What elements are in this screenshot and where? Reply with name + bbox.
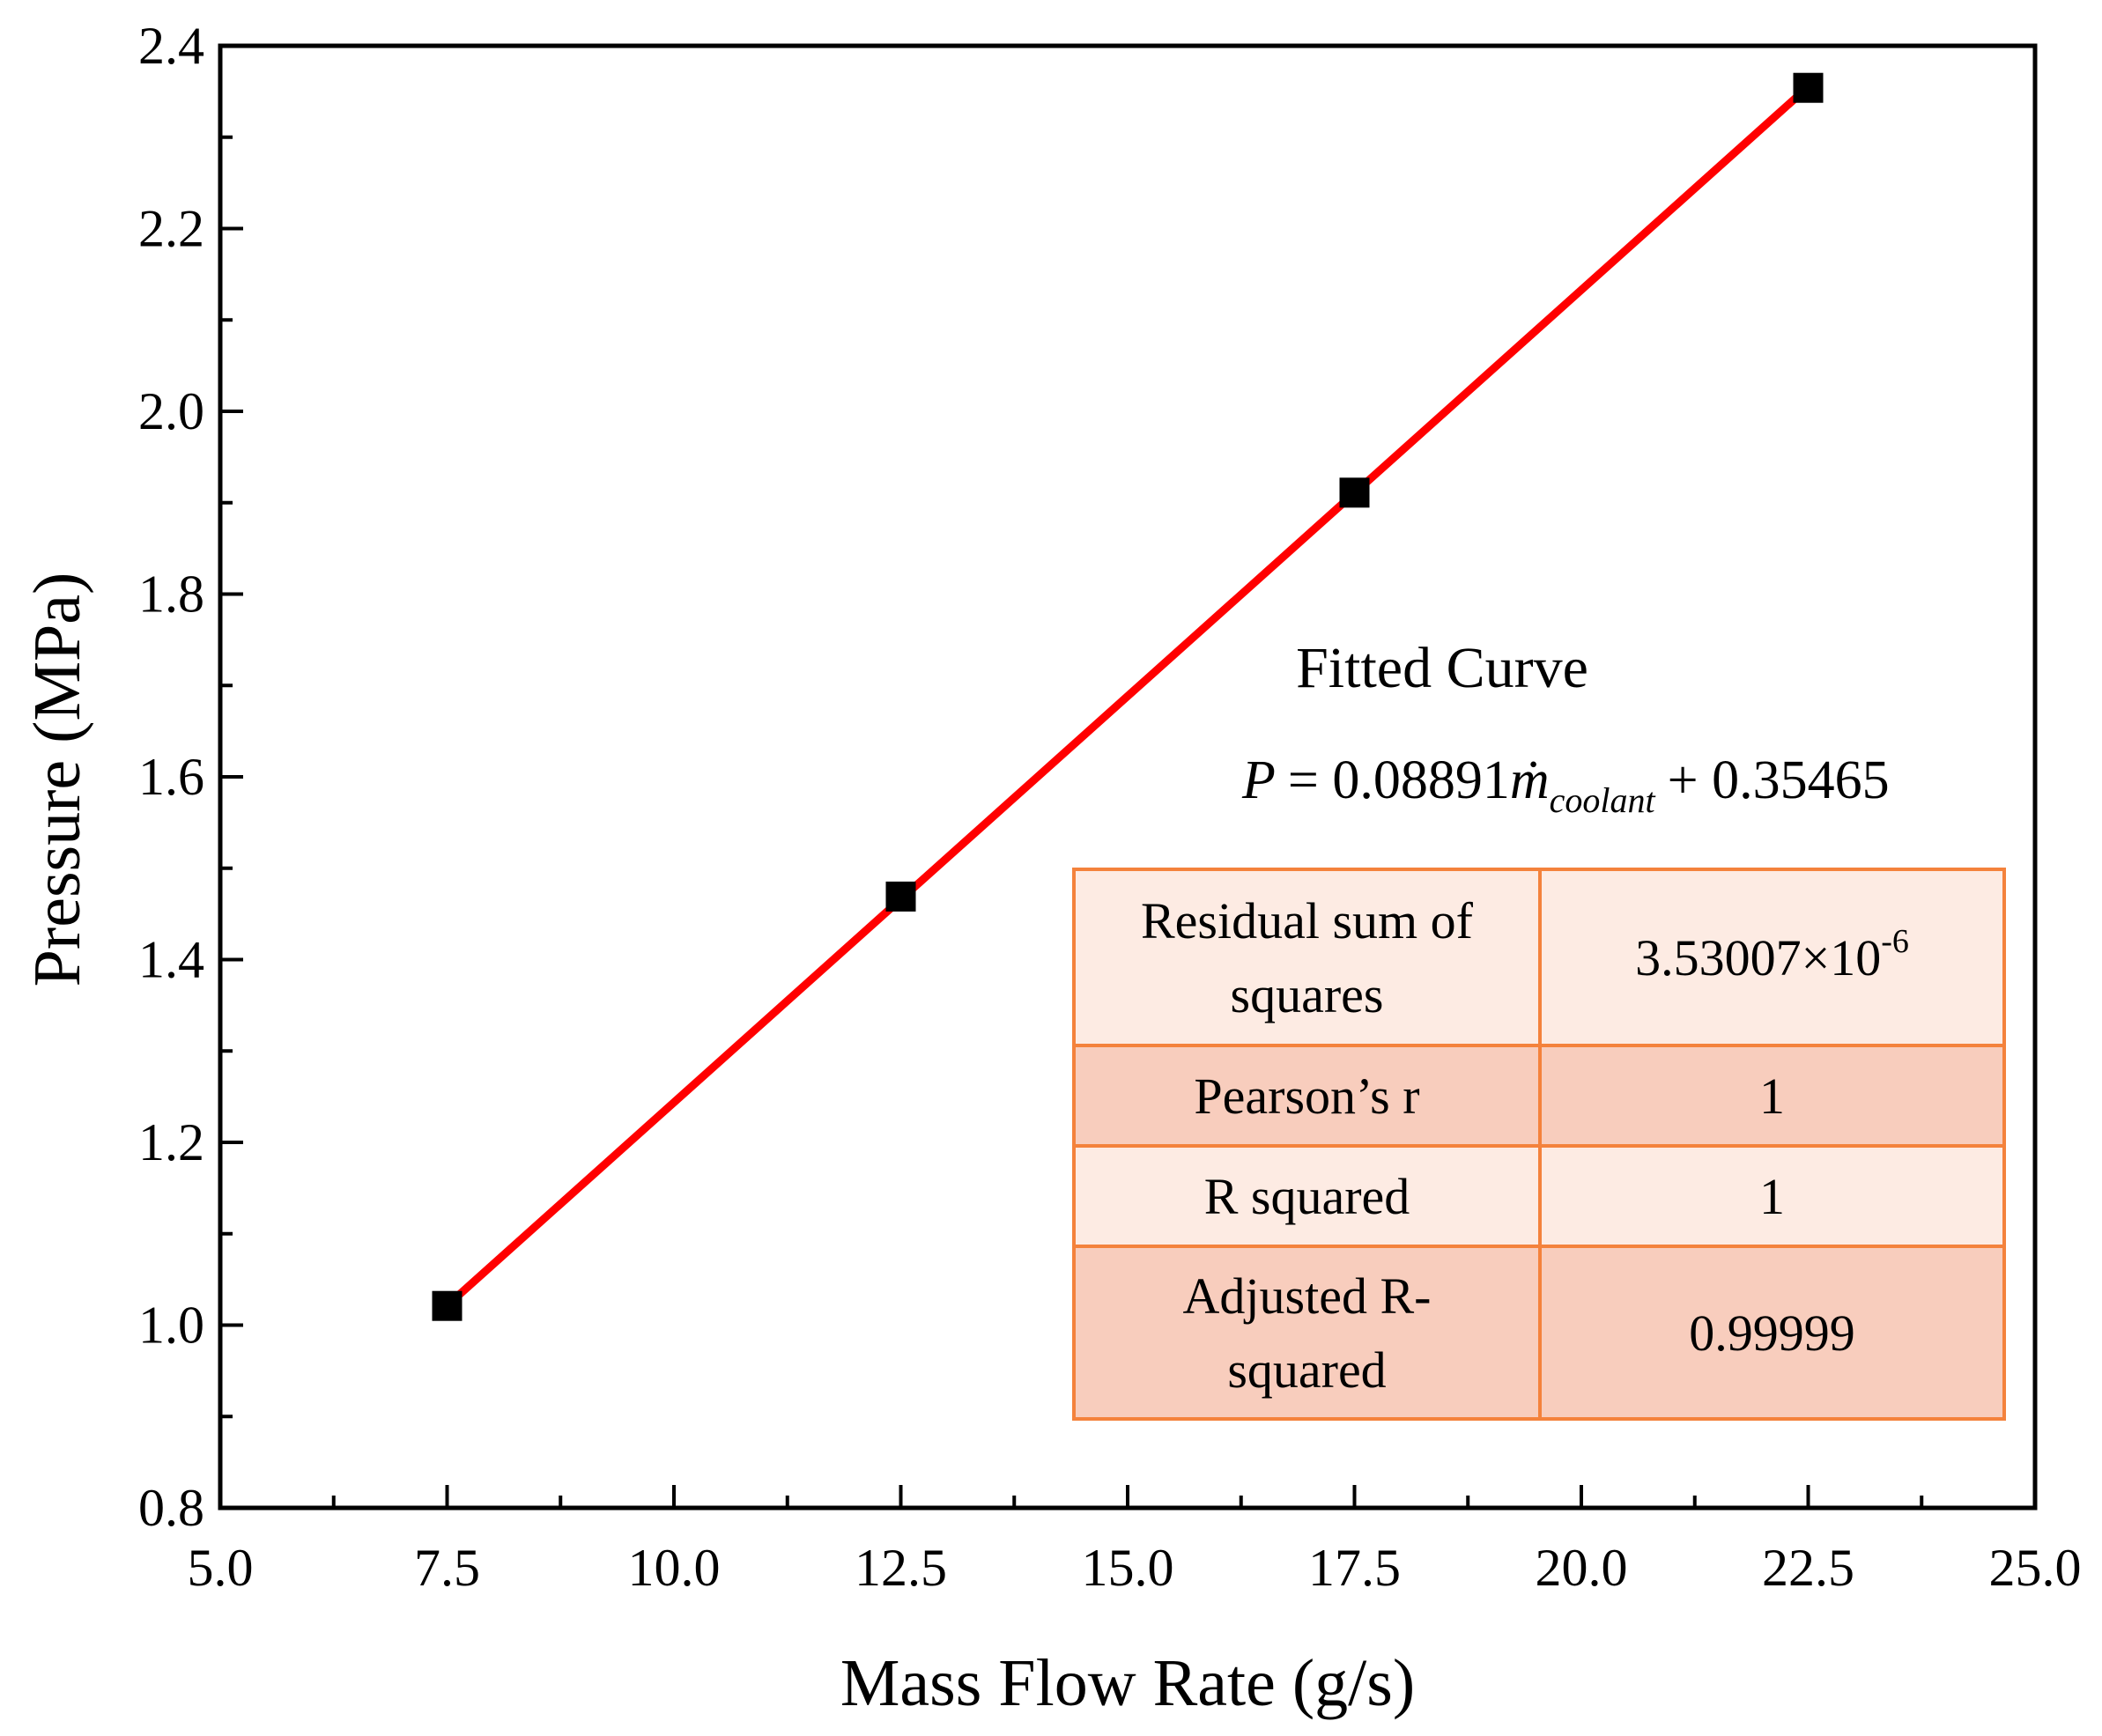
y-tick-label-1.8: 1.8 xyxy=(138,565,204,624)
table-value: 1 xyxy=(1759,1168,1785,1225)
y-tick-label-2.4: 2.4 xyxy=(138,17,204,75)
y-tick-label-0.8: 0.8 xyxy=(138,1479,204,1537)
x-tick-label-5.0: 5.0 xyxy=(188,1539,254,1597)
data-point xyxy=(432,1290,463,1321)
fit-annotation-title: Fitted Curve xyxy=(1296,636,1588,700)
table-label: Residual sum of xyxy=(1141,892,1474,949)
x-tick-label-15.0: 15.0 xyxy=(1082,1539,1174,1597)
fit-line xyxy=(443,83,1812,1310)
table-value: 0.99999 xyxy=(1689,1304,1855,1362)
x-axis: 5.0 7.5 10.0 12.5 15.0 17.5 20.0 22.5 25.0 xyxy=(188,1485,2082,1597)
x-tick-label-7.5: 7.5 xyxy=(414,1539,480,1597)
y-tick-label-1.6: 1.6 xyxy=(138,748,204,806)
fit-equation-intercept: + 0.35465 xyxy=(1668,750,1890,810)
data-point xyxy=(1339,477,1370,508)
x-tick-label-25.0: 25.0 xyxy=(1989,1539,2082,1597)
table-label: Adjusted R- xyxy=(1183,1267,1432,1325)
table-label: squares xyxy=(1231,966,1384,1023)
fit-statistics-table: Residual sum of squares 3.53007×10-6 Pearso… xyxy=(1072,868,2006,1421)
fit-equation-subscript: coolant xyxy=(1550,780,1656,820)
table-label: Pearson’s r xyxy=(1194,1067,1419,1125)
y-tick-label-2.0: 2.0 xyxy=(138,382,204,440)
y-axis-title: Pressure (MPa) xyxy=(20,573,94,987)
fit-equation-variable: ṁ xyxy=(1510,750,1550,810)
table-value: 3.53007×10-6 xyxy=(1635,923,1909,986)
x-tick-label-20.0: 20.0 xyxy=(1536,1539,1628,1597)
axis-titles: Mass Flow Rate (g/s) Pressure (MPa) xyxy=(20,573,1415,1720)
data-points-layer xyxy=(432,72,1824,1321)
y-tick-label-2.2: 2.2 xyxy=(138,200,204,258)
y-tick-label-1.2: 1.2 xyxy=(138,1113,204,1171)
x-axis-title: Mass Flow Rate (g/s) xyxy=(840,1646,1415,1720)
table-label: squared xyxy=(1227,1341,1386,1399)
y-axis: 0.8 1.0 1.2 1.4 1.6 1.8 2.0 2.2 2.4 xyxy=(138,17,243,1537)
x-tick-label-22.5: 22.5 xyxy=(1762,1539,1854,1597)
fit-equation-coefficient: = 0.08891 xyxy=(1288,750,1510,810)
table-label: R squared xyxy=(1204,1168,1410,1225)
fit-line-layer xyxy=(443,83,1812,1310)
fit-annotation: Fitted Curve P = 0.08891ṁcoolant + 0.35465 xyxy=(1241,636,1890,820)
y-tick-label-1.0: 1.0 xyxy=(138,1296,204,1355)
table-value: 1 xyxy=(1759,1067,1785,1125)
x-tick-label-10.0: 10.0 xyxy=(628,1539,721,1597)
fit-equation: P = 0.08891ṁcoolant + 0.35465 xyxy=(1241,750,1890,820)
x-tick-label-12.5: 12.5 xyxy=(855,1539,947,1597)
data-point xyxy=(1793,72,1824,103)
fit-equation-lhs: P xyxy=(1241,750,1276,810)
y-tick-label-1.4: 1.4 xyxy=(138,931,204,989)
x-tick-label-17.5: 17.5 xyxy=(1308,1539,1401,1597)
data-point xyxy=(885,881,916,912)
